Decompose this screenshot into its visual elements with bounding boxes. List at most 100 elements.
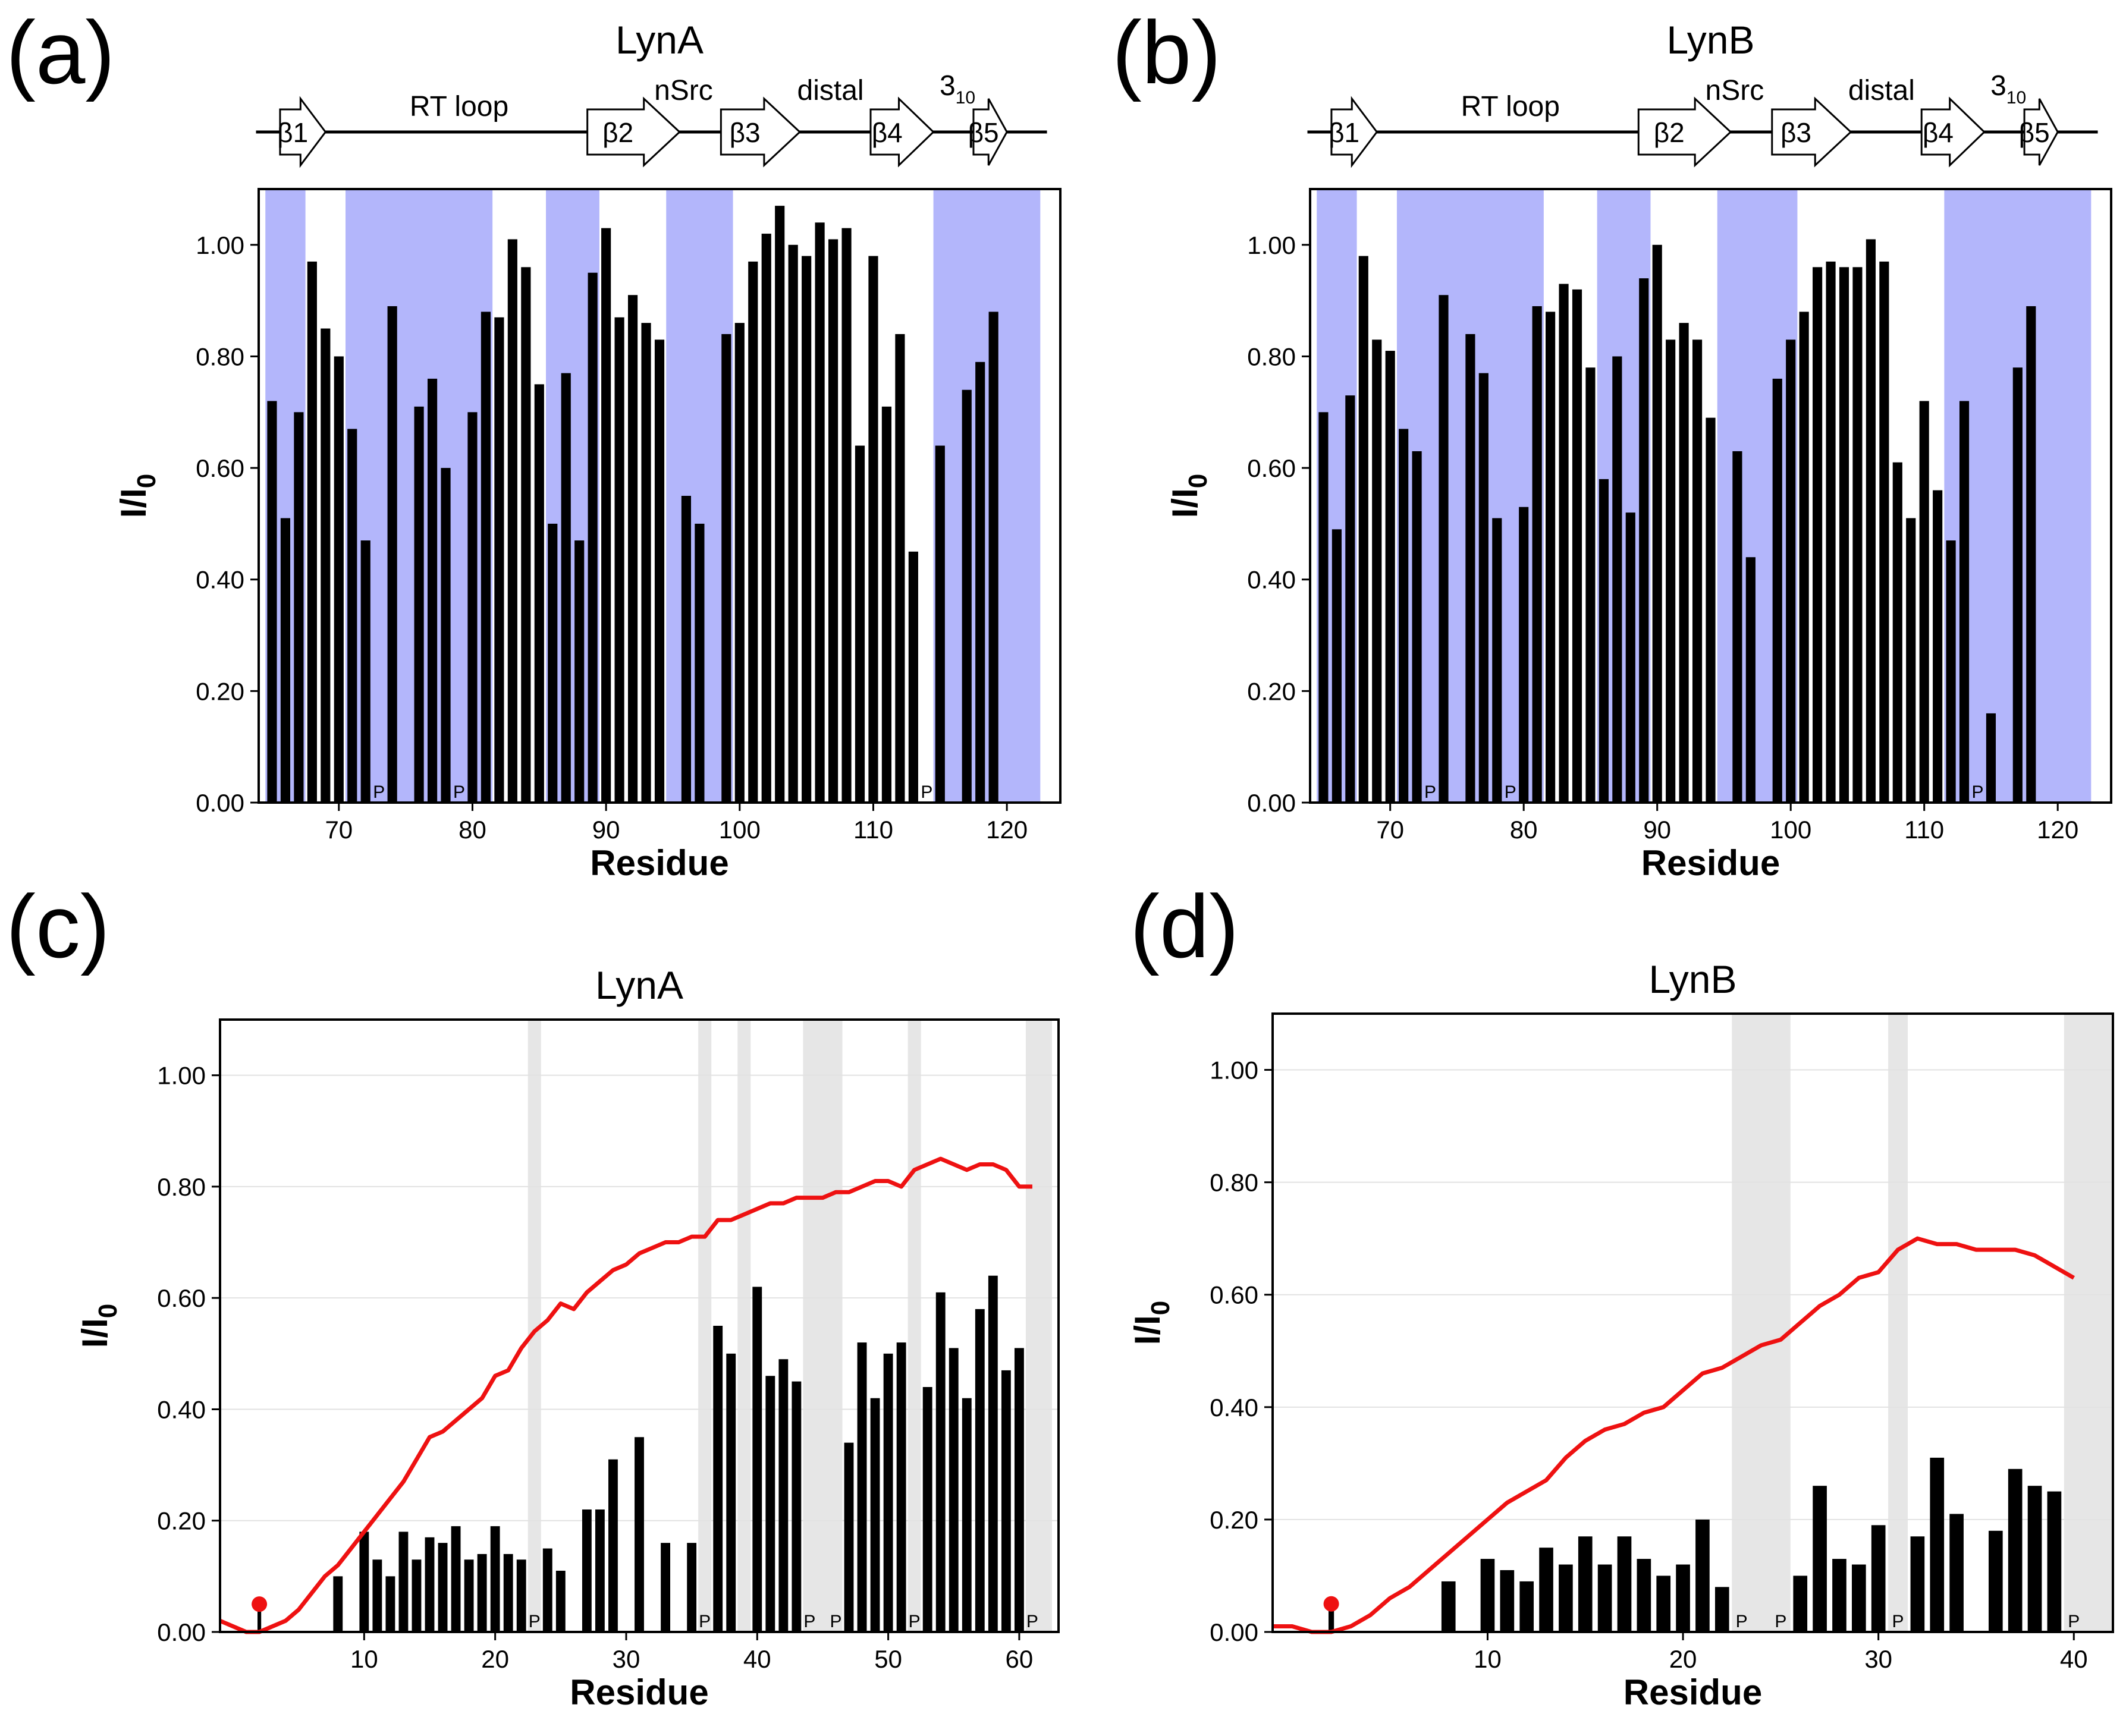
helix-label-main: 3 (1990, 70, 2006, 102)
bar (1799, 312, 1809, 803)
bar (490, 1526, 500, 1632)
bar (661, 1543, 670, 1632)
bar (752, 1287, 762, 1632)
bar (855, 445, 865, 803)
y-axis-label: I/I0 (75, 1304, 123, 1348)
bar (464, 1559, 474, 1632)
bar (1879, 261, 1889, 803)
bar (360, 540, 370, 803)
bar (2047, 1491, 2062, 1632)
bar (574, 540, 585, 803)
bar (1318, 412, 1329, 803)
bar (1385, 351, 1395, 803)
x-tick-label: 20 (1669, 1645, 1697, 1673)
x-tick-label: 100 (719, 816, 761, 844)
bar (935, 445, 945, 803)
proline-marker: P (1026, 1612, 1038, 1631)
shaded-region (1888, 1014, 1908, 1632)
y-tick-label: 0.40 (1247, 566, 1296, 594)
bar (387, 306, 397, 803)
bar (1656, 1575, 1671, 1632)
panel-label: (d) (1130, 876, 1239, 976)
bar (627, 295, 638, 803)
x-tick-label: 90 (1643, 816, 1671, 844)
y-axis-label-sub: 0 (1183, 474, 1213, 488)
plot-frame (1309, 188, 2112, 804)
loop-label: RT loop (410, 91, 508, 122)
bar (414, 406, 424, 803)
bar (988, 312, 998, 803)
strand-arrow (869, 96, 935, 168)
bar (1871, 1525, 1886, 1632)
strand-label: β3 (1780, 117, 1811, 148)
y-axis-label-sub: 0 (132, 474, 161, 488)
bar (1465, 334, 1475, 803)
bar (949, 1348, 959, 1632)
proline-marker: P (699, 1612, 711, 1631)
x-tick-label: 30 (613, 1645, 640, 1673)
bar (321, 328, 331, 803)
bar (1345, 395, 1355, 803)
bar (438, 1543, 448, 1632)
bar (815, 222, 825, 803)
bar (1585, 367, 1596, 803)
y-axis-label-main: I/I (1165, 488, 1205, 518)
strand-arrow (1330, 96, 1378, 168)
proline-marker: P (1971, 782, 1983, 802)
bar (935, 1292, 946, 1632)
proline-marker: P (1892, 1612, 1904, 1631)
bar (1617, 1536, 1632, 1632)
bar (1599, 479, 1609, 803)
y-tick-label: 0.20 (1247, 677, 1296, 705)
bar (1813, 267, 1823, 803)
dot-marker (252, 1596, 268, 1612)
loop-label: distal (1848, 75, 1915, 106)
shaded-region (2064, 1014, 2113, 1632)
shaded-region (737, 1020, 751, 1632)
bar (1492, 518, 1502, 803)
bar (1930, 1457, 1945, 1632)
bar (294, 412, 304, 803)
bar (1578, 1536, 1593, 1632)
x-tick-label: 30 (1864, 1645, 1892, 1673)
bar (1597, 1564, 1612, 1632)
bar (507, 239, 517, 803)
bar (503, 1553, 513, 1632)
panel-d: (d) LynB P P P P 0.00 0.20 0.40 0.60 0.80 1.00 10 20 3… (1128, 876, 2114, 1712)
bar (1001, 1370, 1011, 1632)
loop-label: RT loop (1461, 91, 1560, 122)
bar (1745, 557, 1756, 803)
bar (595, 1509, 605, 1632)
bar (857, 1342, 867, 1632)
x-tick-label: 40 (743, 1645, 771, 1673)
bar (975, 361, 985, 803)
y-axis-label: I/I0 (1165, 474, 1213, 518)
y-tick-label: 0.00 (157, 1618, 206, 1646)
bar (412, 1559, 422, 1632)
bar (1358, 256, 1368, 803)
x-tick-label: 10 (1474, 1645, 1502, 1673)
x-tick-label: 110 (1904, 816, 1944, 844)
bar (1732, 451, 1742, 803)
bar (359, 1531, 369, 1632)
bar (521, 267, 531, 803)
bar (307, 261, 317, 803)
bar (280, 518, 291, 803)
x-tick-label: 70 (1376, 816, 1404, 844)
bar (748, 261, 758, 803)
bar (1559, 284, 1569, 803)
x-tick-label: 10 (350, 1645, 378, 1673)
bar (721, 334, 731, 803)
bar (2026, 306, 2036, 803)
y-axis-label-main: I/I (1128, 1315, 1167, 1345)
x-axis-label: Residue (1641, 843, 1780, 883)
bar (494, 317, 504, 803)
x-axis-label: Residue (590, 843, 728, 883)
bar (1919, 401, 1929, 803)
bar (451, 1526, 461, 1632)
bar (1826, 261, 1836, 803)
bar (883, 1353, 893, 1632)
bar (1478, 373, 1488, 803)
